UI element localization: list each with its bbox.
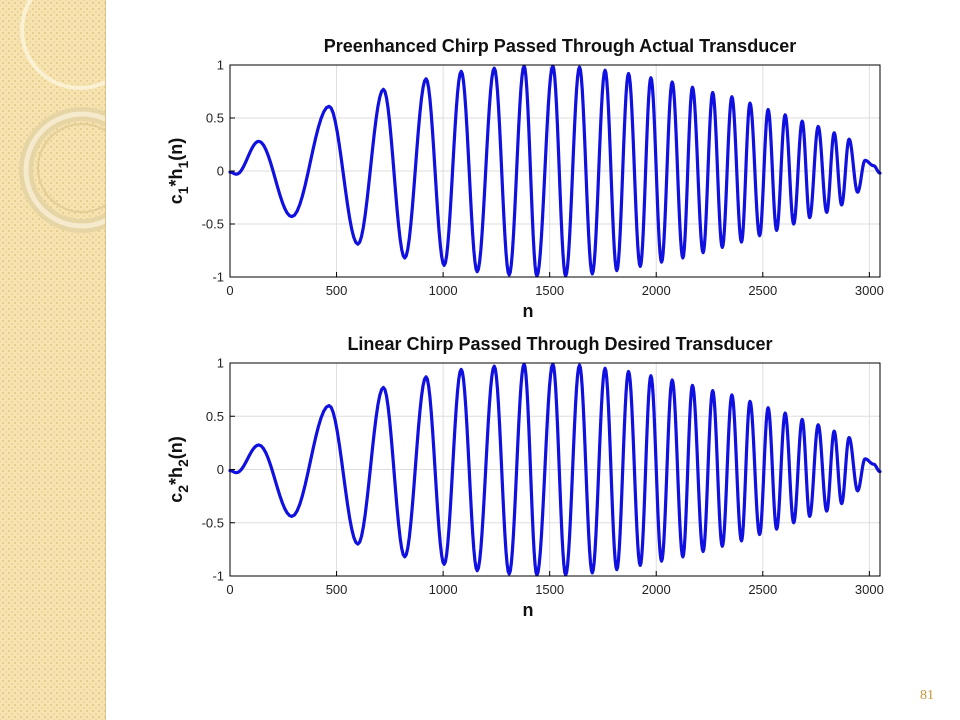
- y-tick-label: -0.5: [202, 217, 224, 232]
- series-line-0: [228, 362, 882, 577]
- page-number: 81: [920, 688, 934, 703]
- plot-bottom: 0 500 1000 1500 2000 2500 3000 1 0.5 0 -0.5 -1 Linea…: [166, 334, 884, 620]
- y-axis-label: c2*h2(n): [166, 436, 191, 503]
- x-tick-label: 1500: [535, 283, 564, 298]
- y-tick-label: 0.5: [206, 409, 224, 424]
- x-axis-label: n: [523, 600, 534, 620]
- x-tick-label: 500: [326, 582, 348, 597]
- chart-title: Linear Chirp Passed Through Desired Tran…: [347, 334, 772, 354]
- y-axis-label: c1*h1(n): [166, 138, 191, 205]
- x-tick-label: 0: [226, 283, 233, 298]
- x-tick-label: 2000: [642, 582, 671, 597]
- x-tick-label: 1500: [535, 582, 564, 597]
- y-tick-label: -0.5: [202, 515, 224, 530]
- y-tick-label: 1: [217, 58, 224, 73]
- y-tick-label: -1: [212, 270, 224, 285]
- x-tick-label: 500: [326, 283, 348, 298]
- y-tick-label: 0: [217, 164, 224, 179]
- x-tick-label: 3000: [855, 283, 884, 298]
- y-tick-label: 0: [217, 462, 224, 477]
- y-tick-label: 0.5: [206, 111, 224, 126]
- series-line-0: [228, 64, 882, 278]
- x-tick-label: 2000: [642, 283, 671, 298]
- x-tick-label: 1000: [429, 283, 458, 298]
- y-tick-label: 1: [217, 356, 224, 371]
- plot-top: 0 500 1000 1500 2000 2500 3000 1 0.5 0 -0.5 -1 Preen…: [166, 36, 884, 321]
- y-tick-label: -1: [212, 569, 224, 584]
- chart-title: Preenhanced Chirp Passed Through Actual …: [324, 36, 796, 56]
- decorative-sidebar: [0, 0, 106, 720]
- x-axis-label: n: [523, 301, 534, 321]
- x-tick-label: 0: [226, 582, 233, 597]
- x-tick-label: 1000: [429, 582, 458, 597]
- x-tick-label: 2500: [748, 582, 777, 597]
- decorative-rings: [19, 0, 105, 233]
- x-tick-label: 3000: [855, 582, 884, 597]
- x-tick-label: 2500: [748, 283, 777, 298]
